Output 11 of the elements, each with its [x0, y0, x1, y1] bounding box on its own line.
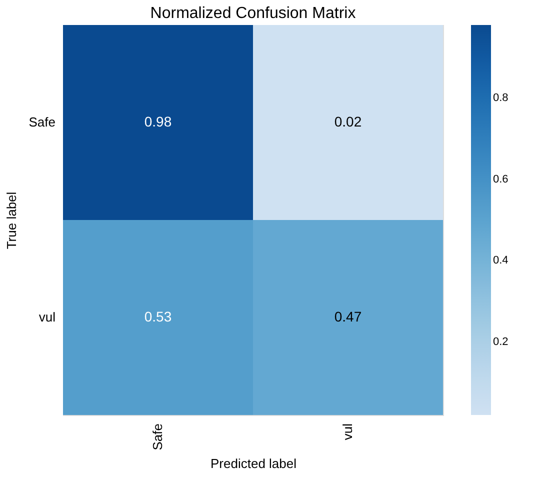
color-bar-label: 0.8 — [493, 92, 508, 104]
x-axis-title: Predicted label — [210, 456, 297, 472]
data-label: 0.98 — [144, 114, 172, 130]
chart-title: Normalized Confusion Matrix — [150, 5, 356, 22]
data-label: 0.53 — [144, 308, 172, 324]
color-bar-label: 0.6 — [493, 173, 508, 186]
data-label: 0.02 — [334, 114, 362, 130]
y-axis-title: True label — [4, 192, 19, 250]
color-bar-label: 0.4 — [493, 254, 508, 267]
color-bar-label: 0.2 — [493, 336, 508, 348]
data-label: 0.47 — [334, 308, 362, 324]
